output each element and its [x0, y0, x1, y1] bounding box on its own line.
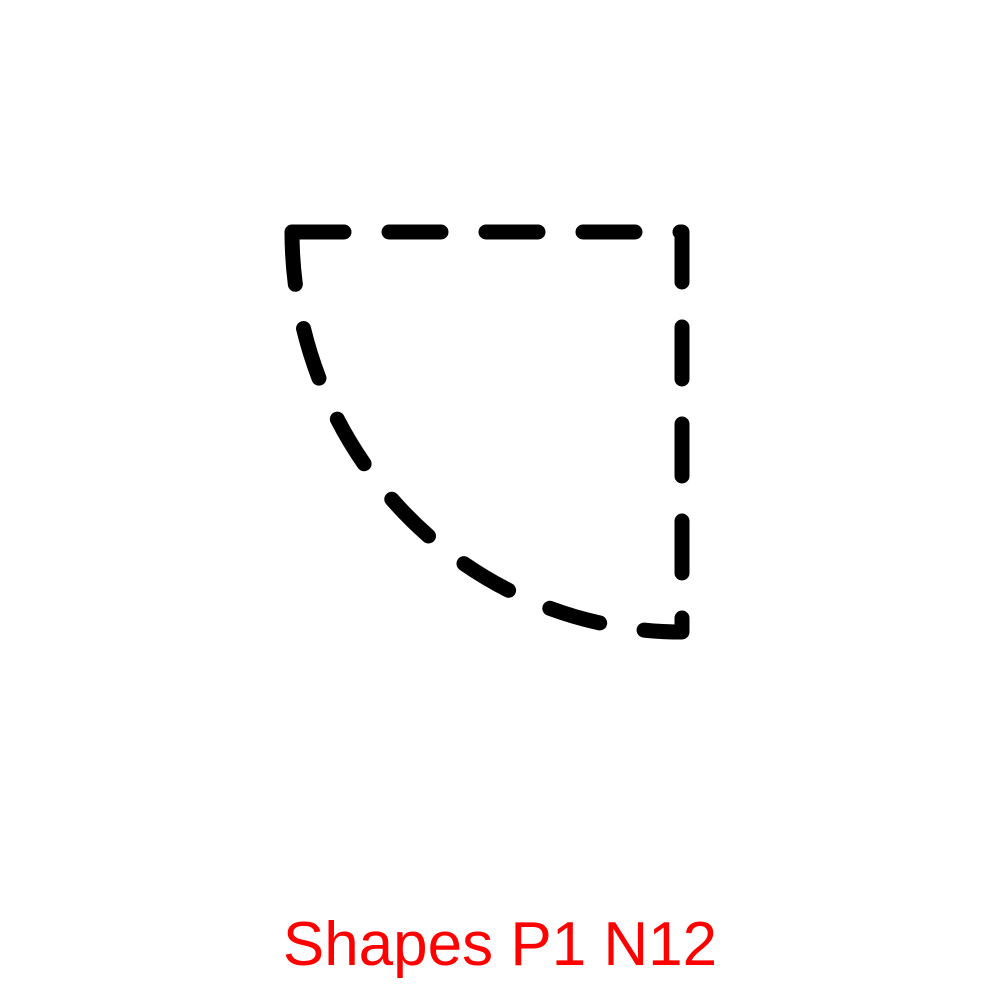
quarter-circle-outline	[284, 224, 690, 640]
shape-caption: Shapes P1 N12	[282, 910, 718, 979]
